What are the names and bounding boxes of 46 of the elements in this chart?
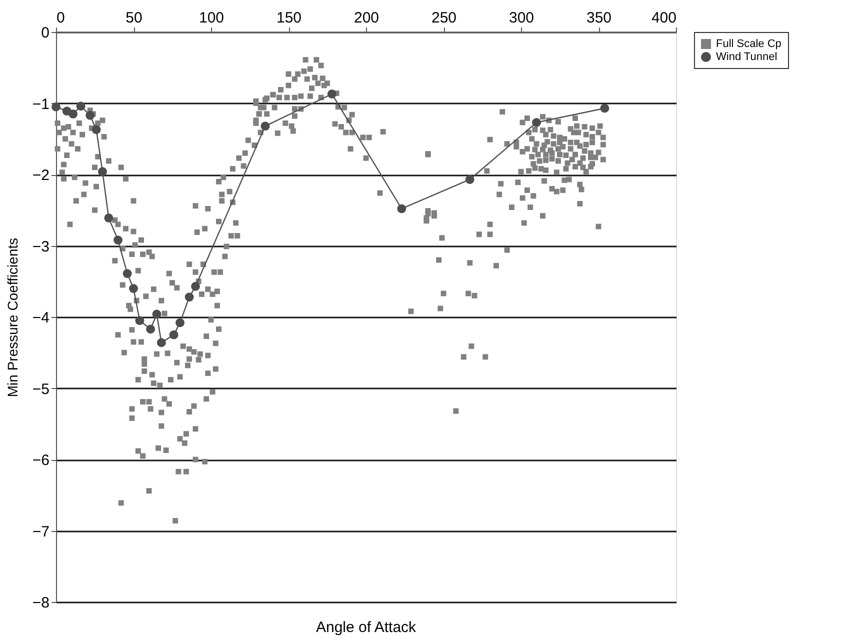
x-tick-label: 300 xyxy=(508,10,534,26)
y-tick-label: −5 xyxy=(32,380,50,398)
point xyxy=(184,292,194,302)
point xyxy=(169,330,178,340)
y-axis-title: Min Pressure Coefficients xyxy=(4,238,20,398)
point xyxy=(532,118,541,127)
x-tick-label: 0 xyxy=(56,10,65,26)
point xyxy=(146,324,156,334)
x-tick-label: 200 xyxy=(354,10,380,26)
point xyxy=(260,122,270,131)
point xyxy=(191,282,200,291)
point xyxy=(92,125,101,134)
point xyxy=(397,204,406,214)
point xyxy=(465,175,474,184)
point xyxy=(156,338,166,348)
x-tick-label: 250 xyxy=(431,10,457,26)
point xyxy=(327,90,336,98)
point xyxy=(52,102,60,112)
x-tick-label: 100 xyxy=(198,10,224,26)
x-axis-title: Angle of Attack xyxy=(316,619,417,636)
legend-label: Full Scale Cp xyxy=(716,38,782,50)
x-tick-label: 50 xyxy=(126,10,142,26)
y-tick-label: −2 xyxy=(32,167,50,184)
point xyxy=(104,214,114,222)
y-tick-label: −3 xyxy=(32,238,50,256)
point xyxy=(135,316,144,326)
legend-label: Wind Tunnel xyxy=(716,51,778,63)
point xyxy=(176,318,184,328)
point xyxy=(114,236,122,245)
y-tick-label: −8 xyxy=(32,594,50,612)
point xyxy=(68,109,78,118)
point xyxy=(76,102,86,111)
y-tick-label: −6 xyxy=(32,452,50,469)
point xyxy=(600,104,610,113)
point xyxy=(129,284,138,293)
x-tick-label: 150 xyxy=(276,10,302,26)
y-tick-label: −1 xyxy=(32,96,50,113)
y-tick-label: −7 xyxy=(32,523,50,540)
point xyxy=(152,310,162,319)
y-tick-label: 0 xyxy=(41,24,50,42)
x-tick-label: 350 xyxy=(586,10,612,26)
point xyxy=(98,167,107,176)
point xyxy=(122,269,132,278)
x-tick-label: 400 xyxy=(651,10,676,26)
point xyxy=(86,110,95,120)
y-tick-label: −4 xyxy=(32,310,50,326)
